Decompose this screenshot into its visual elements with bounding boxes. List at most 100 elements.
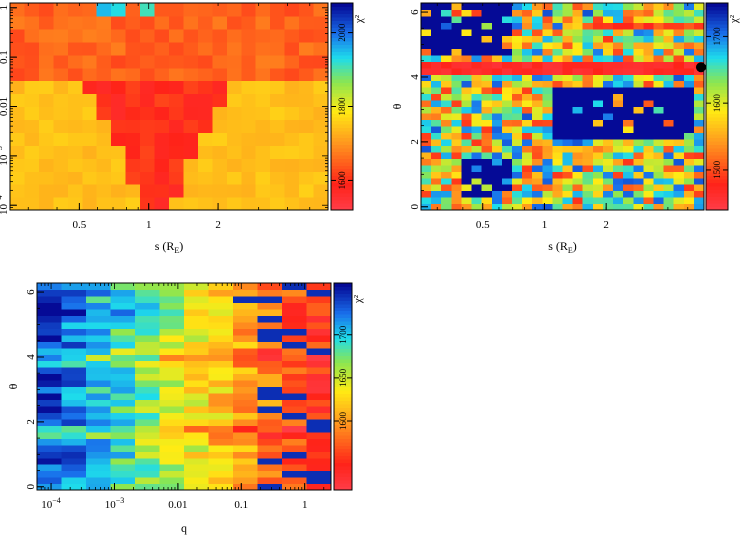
heatmap-cell [673, 119, 685, 127]
colorbar-swatch [706, 51, 728, 56]
heatmap-cell [481, 197, 493, 205]
heatmap-cell [542, 132, 553, 140]
heatmap-cell [110, 418, 136, 426]
heatmap-cell [282, 347, 308, 355]
heatmap-cell [693, 125, 705, 133]
colorbar-swatch [706, 30, 728, 35]
heatmap-cell [481, 112, 493, 121]
heatmap-cell [653, 100, 665, 108]
heatmap-cell [673, 197, 685, 205]
heatmap-cell [86, 477, 112, 485]
heatmap-cell [208, 392, 234, 401]
heatmap-cell [282, 386, 308, 394]
heatmap-cell [683, 158, 695, 166]
heatmap-cell [522, 54, 533, 62]
heatmap-cell [82, 106, 98, 121]
heatmap-cell [501, 61, 513, 69]
heatmap-cell [125, 41, 141, 56]
tick-label-text: 10 [0, 203, 10, 215]
heatmap-cell [184, 405, 210, 413]
colorbar-swatch [334, 421, 352, 426]
heatmap-cell [233, 431, 259, 439]
heatmap-cell [552, 87, 564, 95]
colorbar-swatch [331, 161, 353, 166]
heatmap-cell [471, 112, 483, 121]
heatmap-cell [140, 184, 156, 198]
heatmap-cell [663, 145, 675, 153]
heatmap-cell [522, 15, 533, 24]
tick-label: 4 [25, 354, 37, 360]
heatmap-cell [501, 190, 513, 198]
x-axis-label-main: s (R [548, 239, 568, 253]
heatmap-cell [140, 3, 156, 17]
heatmap-cell [24, 3, 40, 17]
heatmap-cell [683, 80, 695, 88]
heatmap-cell [461, 22, 473, 30]
heatmap-cell [257, 477, 283, 485]
heatmap-cell [135, 354, 161, 362]
heatmap-cell [421, 93, 432, 101]
heatmap-cell [313, 171, 329, 185]
heatmap-cell [282, 289, 308, 297]
heatmap-cell [306, 464, 332, 472]
colorbar-swatch [331, 68, 353, 73]
heatmap-cell [441, 28, 452, 36]
heatmap-cell [552, 9, 564, 17]
heatmap-cell [110, 431, 136, 439]
heatmap-cell [431, 3, 442, 11]
heatmap-cell [653, 74, 665, 82]
heatmap-cell [233, 438, 259, 446]
heatmap-cell [313, 145, 329, 159]
heatmap-cell [183, 54, 199, 69]
colorbar-swatch [331, 16, 353, 21]
colorbar-swatch [331, 137, 353, 142]
colorbar-swatch [706, 6, 728, 11]
heatmap-cell [184, 373, 210, 381]
heatmap-cell [522, 177, 533, 185]
heatmap-cell [451, 112, 463, 121]
heatmap-cell [592, 80, 604, 88]
heatmap-cell [159, 354, 185, 362]
heatmap-cell [282, 418, 308, 426]
tick-label: 1 [542, 219, 548, 231]
heatmap-cell [284, 158, 300, 172]
heatmap-cell [522, 138, 533, 146]
heatmap-cell [491, 35, 503, 43]
heatmap-cell [451, 190, 463, 198]
heatmap-cell [135, 457, 161, 465]
heatmap-cell [643, 67, 655, 75]
heatmap-cell [284, 28, 300, 43]
colorbar-label: χ² [353, 14, 365, 24]
heatmap-cell [592, 48, 604, 56]
heatmap-cell [10, 80, 26, 95]
heatmap-cell [135, 321, 161, 329]
heatmap-cell [154, 184, 170, 198]
heatmap-cell [532, 67, 543, 75]
heatmap-cell [532, 190, 543, 198]
heatmap-cell [532, 74, 543, 82]
heatmap-cell [693, 197, 705, 205]
heatmap-cell [643, 184, 655, 192]
heatmap-cell [602, 54, 614, 62]
heatmap-cell [542, 35, 553, 43]
heatmap-cell [169, 3, 185, 17]
heatmap-cell [461, 54, 473, 62]
heatmap-cell [184, 418, 210, 426]
heatmap-cell [693, 9, 705, 17]
heatmap-cell [241, 171, 257, 185]
colorbar-swatch [334, 317, 352, 322]
heatmap-cell [602, 22, 614, 30]
heatmap-cell [37, 392, 63, 401]
heatmap-cell [233, 302, 259, 310]
heatmap-cell [159, 457, 185, 465]
colorbar-swatch [706, 58, 728, 63]
heatmap-cell [313, 158, 329, 172]
heatmap-cell [208, 367, 234, 375]
heatmap-cell [602, 93, 614, 101]
heatmap-cell [542, 158, 553, 166]
colorbar-tick-label: 1650 [338, 368, 348, 387]
heatmap-cell [602, 132, 614, 140]
heatmap-cell [38, 80, 54, 95]
heatmap-cell [623, 74, 634, 82]
